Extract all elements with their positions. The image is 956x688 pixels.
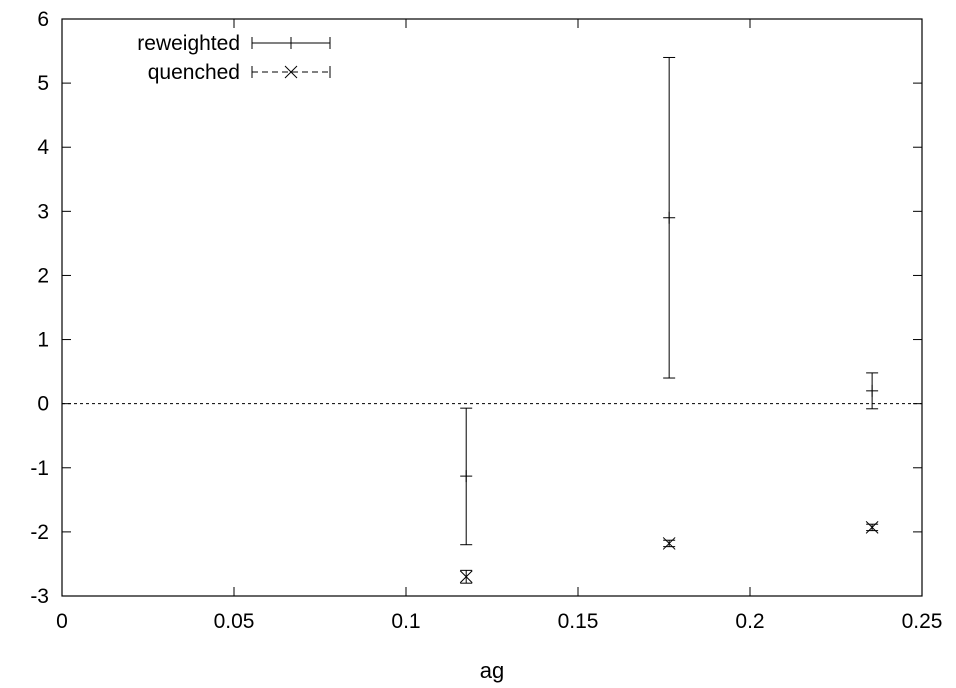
- x-tick-label: 0.25: [902, 610, 943, 633]
- y-tick-label: 1: [37, 329, 49, 352]
- data-point-cross-d2: [865, 521, 879, 534]
- y-tick-label: -1: [30, 457, 49, 480]
- y-tick-label: 3: [37, 200, 49, 223]
- data-marks: [459, 56, 879, 584]
- x-tick-label: 0: [56, 610, 68, 633]
- legend-label-quenched: quenched: [148, 61, 240, 84]
- data-point-cross-d2: [662, 537, 676, 550]
- y-tick-label: 2: [37, 264, 49, 287]
- y-tick-label: -3: [30, 585, 49, 608]
- x-axis-title: ag: [480, 658, 504, 683]
- x-tick-label: 0.2: [735, 610, 764, 633]
- legend-label-reweighted: reweighted: [137, 32, 240, 55]
- legend: reweighted quenched: [137, 32, 331, 84]
- x-tick-label: 0.05: [214, 610, 255, 633]
- x-tick-label: 0.15: [558, 610, 599, 633]
- axis-ticks: 0 0.05 0.1 0.15 0.2 0.25 -3 -2 -1 0 1 2 3 4 5 6: [30, 8, 942, 633]
- y-tick-label: -2: [30, 521, 49, 544]
- y-tick-label: 6: [37, 8, 49, 31]
- y-tick-label: 4: [37, 136, 49, 159]
- y-tick-label: 5: [37, 72, 49, 95]
- series-quenched: [459, 521, 879, 584]
- y-tick-label: 0: [37, 393, 49, 416]
- legend-marker-cross-d2: [284, 65, 298, 79]
- plot-frame: [61, 18, 923, 597]
- data-point-cross-d2: [459, 570, 473, 584]
- series-reweighted: [460, 56, 879, 546]
- x-tick-label: 0.1: [391, 610, 420, 633]
